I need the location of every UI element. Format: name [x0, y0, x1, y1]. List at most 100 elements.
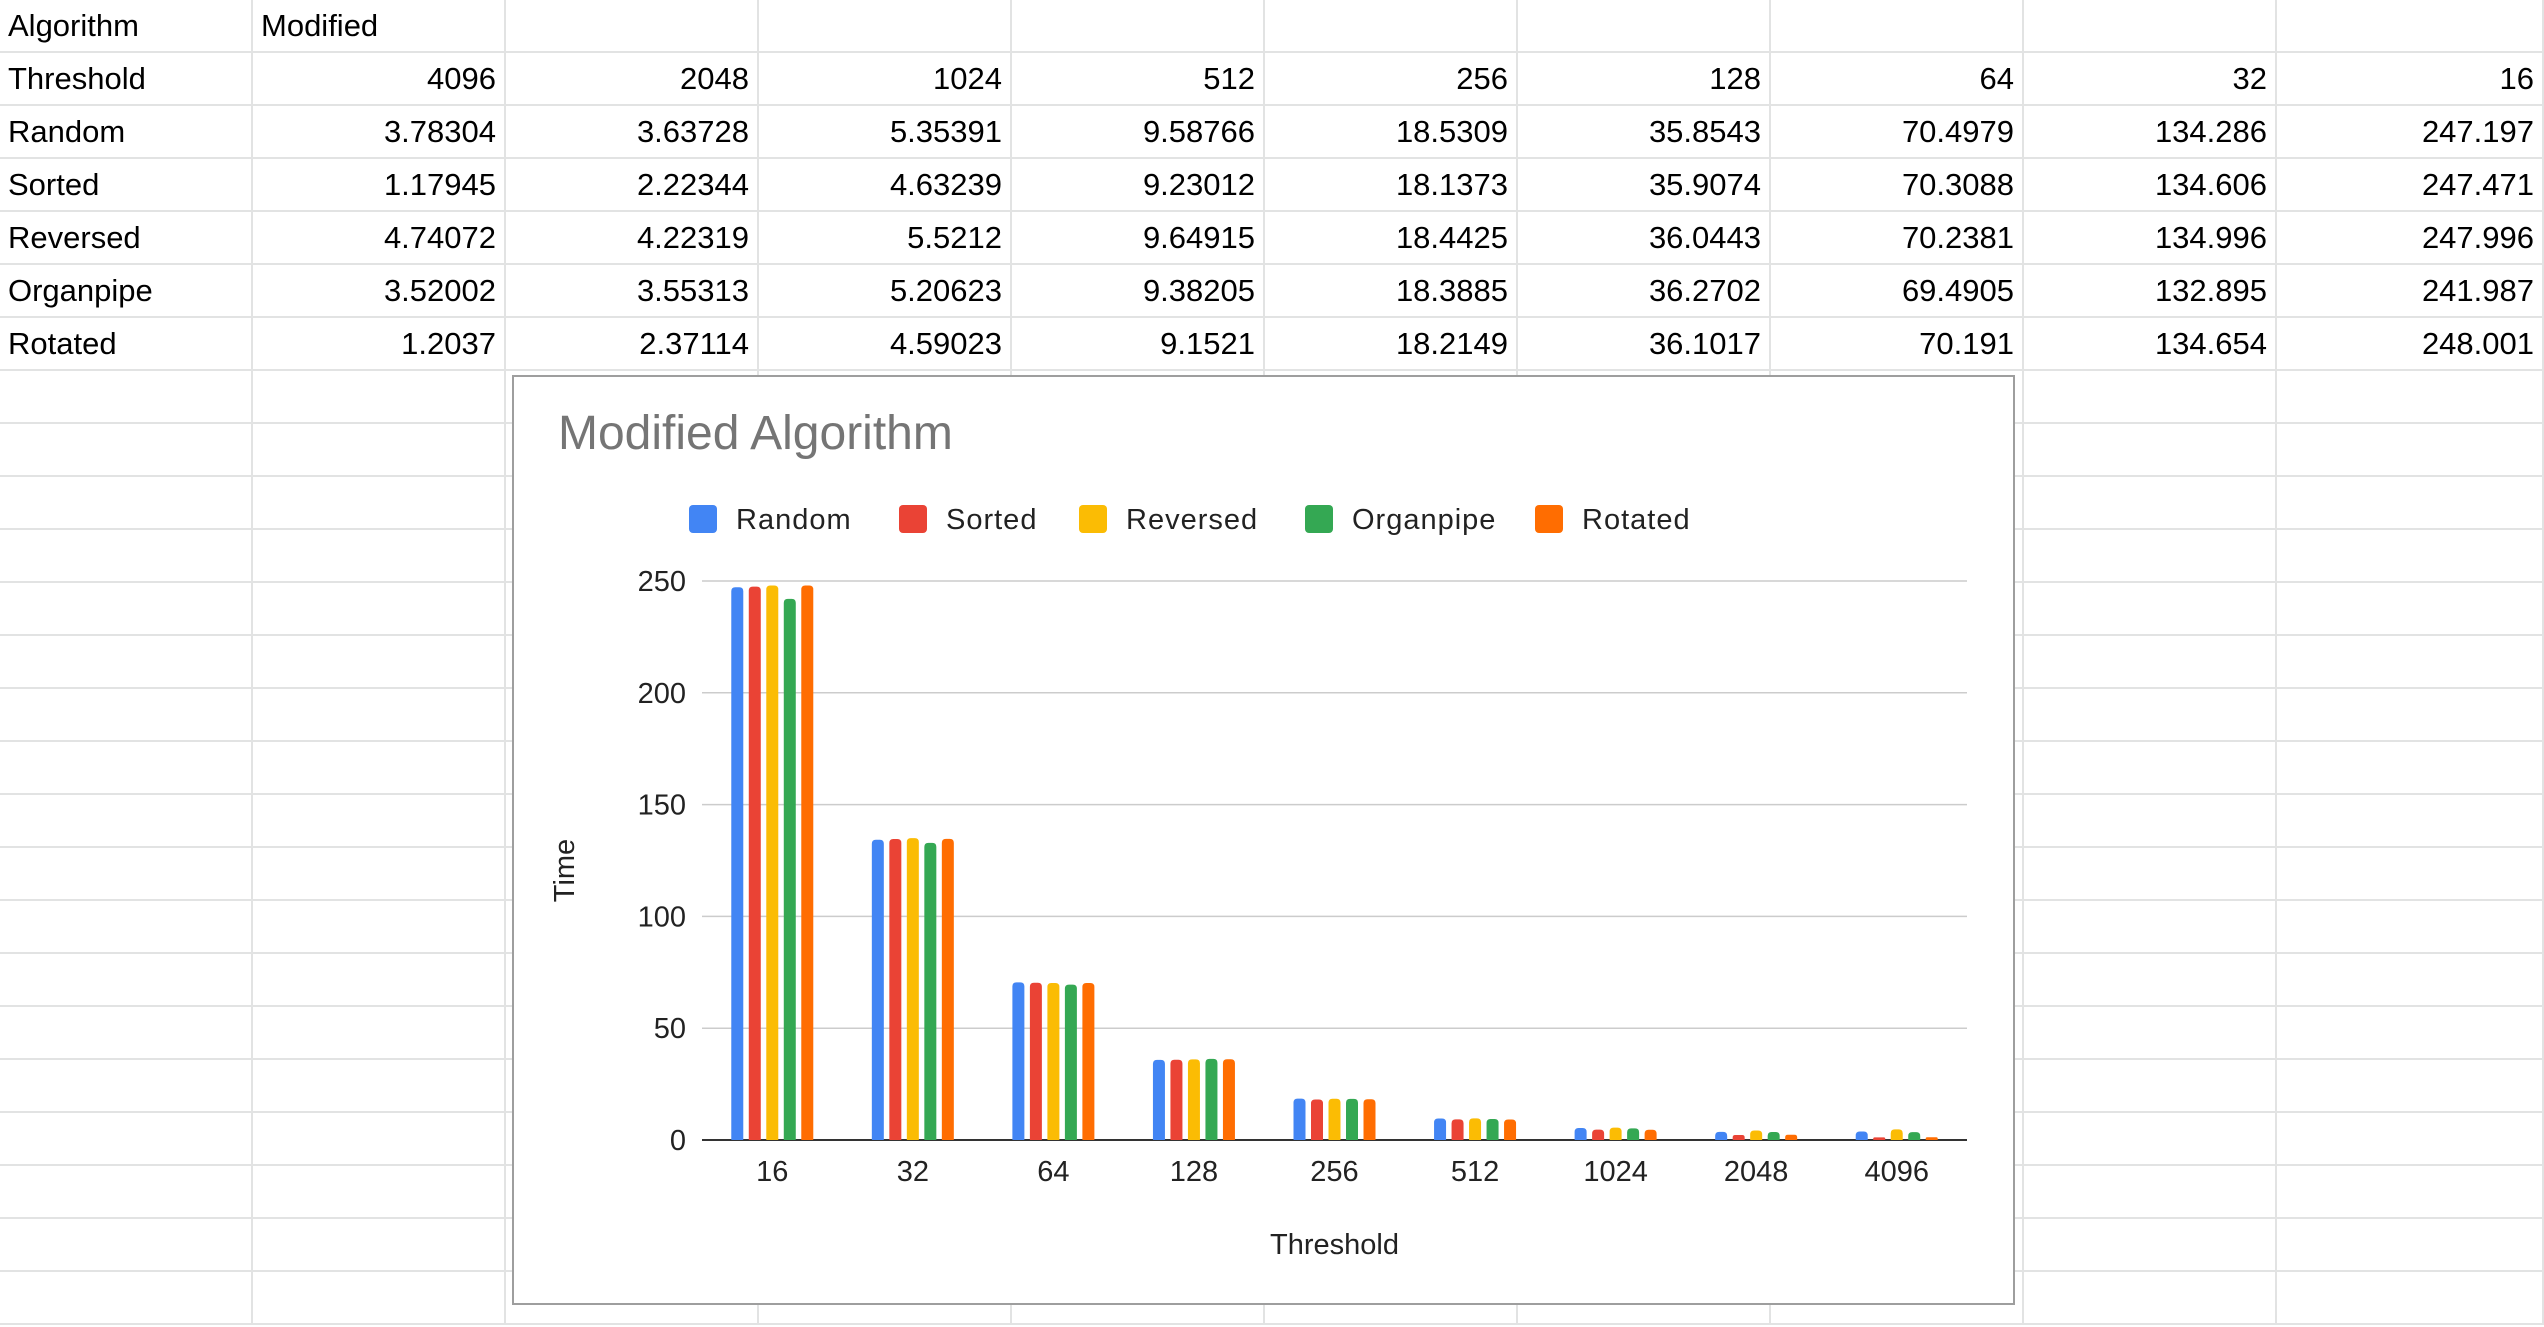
sheet-cell[interactable]: [253, 954, 506, 1007]
value-cell[interactable]: 2.22344: [506, 159, 759, 212]
sheet-cell[interactable]: [253, 1166, 506, 1219]
sheet-cell[interactable]: [2024, 1007, 2277, 1060]
sheet-cell[interactable]: [2024, 583, 2277, 636]
value-cell[interactable]: 35.9074: [1518, 159, 1771, 212]
sheet-cell[interactable]: [2277, 583, 2544, 636]
value-cell[interactable]: 5.20623: [759, 265, 1012, 318]
value-cell[interactable]: 4.63239: [759, 159, 1012, 212]
sheet-cell[interactable]: [0, 1007, 253, 1060]
value-cell[interactable]: 134.286: [2024, 106, 2277, 159]
sheet-cell[interactable]: [2024, 477, 2277, 530]
value-cell[interactable]: 9.1521: [1012, 318, 1265, 371]
sheet-cell[interactable]: [2024, 795, 2277, 848]
value-cell[interactable]: 247.471: [2277, 159, 2544, 212]
sheet-cell[interactable]: [2277, 1007, 2544, 1060]
sheet-cell[interactable]: [2024, 424, 2277, 477]
sheet-cell[interactable]: [253, 742, 506, 795]
sheet-cell[interactable]: [1012, 0, 1265, 53]
sheet-cell[interactable]: [1265, 0, 1518, 53]
row-label-cell[interactable]: Organpipe: [0, 265, 253, 318]
value-cell[interactable]: 4.59023: [759, 318, 1012, 371]
sheet-cell[interactable]: [2024, 901, 2277, 954]
sheet-cell[interactable]: [253, 901, 506, 954]
value-cell[interactable]: 9.38205: [1012, 265, 1265, 318]
value-cell[interactable]: 9.23012: [1012, 159, 1265, 212]
sheet-cell[interactable]: [0, 742, 253, 795]
sheet-cell[interactable]: [0, 424, 253, 477]
sheet-cell[interactable]: [2024, 371, 2277, 424]
value-cell[interactable]: 247.197: [2277, 106, 2544, 159]
value-cell[interactable]: 5.35391: [759, 106, 1012, 159]
value-cell[interactable]: 16: [2277, 53, 2544, 106]
sheet-cell[interactable]: [2277, 1113, 2544, 1166]
value-cell[interactable]: 18.4425: [1265, 212, 1518, 265]
sheet-cell[interactable]: [253, 424, 506, 477]
sheet-cell[interactable]: [253, 1007, 506, 1060]
sheet-cell[interactable]: [2277, 1166, 2544, 1219]
value-cell[interactable]: 134.654: [2024, 318, 2277, 371]
value-cell[interactable]: 134.606: [2024, 159, 2277, 212]
sheet-cell[interactable]: [253, 583, 506, 636]
value-cell[interactable]: 1.2037: [253, 318, 506, 371]
value-cell[interactable]: 70.3088: [1771, 159, 2024, 212]
sheet-cell[interactable]: [2024, 954, 2277, 1007]
sheet-cell[interactable]: [1518, 0, 1771, 53]
sheet-cell[interactable]: [253, 689, 506, 742]
sheet-cell[interactable]: [0, 1219, 253, 1272]
value-cell[interactable]: 18.1373: [1265, 159, 1518, 212]
sheet-cell[interactable]: [2024, 0, 2277, 53]
sheet-cell[interactable]: [2277, 1219, 2544, 1272]
value-cell[interactable]: 1024: [759, 53, 1012, 106]
chart-container[interactable]: Modified Algorithm Random Sorted Reversed Or…: [512, 375, 2015, 1305]
value-cell[interactable]: 256: [1265, 53, 1518, 106]
sheet-cell[interactable]: [253, 1272, 506, 1325]
sheet-cell[interactable]: [2024, 848, 2277, 901]
sheet-cell[interactable]: [2277, 742, 2544, 795]
sheet-cell[interactable]: [0, 795, 253, 848]
value-cell[interactable]: 18.5309: [1265, 106, 1518, 159]
sheet-cell[interactable]: [253, 1060, 506, 1113]
sheet-cell[interactable]: [506, 0, 759, 53]
sheet-cell[interactable]: [2024, 1113, 2277, 1166]
value-cell[interactable]: 134.996: [2024, 212, 2277, 265]
sheet-cell[interactable]: [2277, 424, 2544, 477]
sheet-cell[interactable]: [2024, 1166, 2277, 1219]
value-cell[interactable]: 70.4979: [1771, 106, 2024, 159]
sheet-cell[interactable]: [1771, 1272, 2024, 1325]
value-cell[interactable]: 512: [1012, 53, 1265, 106]
value-cell[interactable]: 18.2149: [1265, 318, 1518, 371]
sheet-cell[interactable]: [0, 636, 253, 689]
sheet-cell[interactable]: [0, 1113, 253, 1166]
value-cell[interactable]: 36.1017: [1518, 318, 1771, 371]
sheet-cell[interactable]: [2277, 1272, 2544, 1325]
sheet-cell[interactable]: [0, 954, 253, 1007]
value-cell[interactable]: 70.191: [1771, 318, 2024, 371]
sheet-cell[interactable]: [0, 848, 253, 901]
sheet-cell[interactable]: [0, 1166, 253, 1219]
value-cell[interactable]: 3.63728: [506, 106, 759, 159]
value-cell[interactable]: 36.0443: [1518, 212, 1771, 265]
sheet-cell[interactable]: [2024, 636, 2277, 689]
row-label-cell[interactable]: Sorted: [0, 159, 253, 212]
value-cell[interactable]: 3.78304: [253, 106, 506, 159]
sheet-cell[interactable]: [0, 477, 253, 530]
sheet-cell[interactable]: [253, 795, 506, 848]
sheet-cell[interactable]: [2277, 530, 2544, 583]
row-label-cell[interactable]: Random: [0, 106, 253, 159]
value-cell[interactable]: 18.3885: [1265, 265, 1518, 318]
header-cell[interactable]: Modified: [253, 0, 506, 53]
sheet-cell[interactable]: [759, 0, 1012, 53]
sheet-cell[interactable]: [253, 1113, 506, 1166]
sheet-cell[interactable]: [2024, 742, 2277, 795]
sheet-cell[interactable]: [0, 1272, 253, 1325]
sheet-cell[interactable]: [2277, 477, 2544, 530]
value-cell[interactable]: 3.52002: [253, 265, 506, 318]
sheet-cell[interactable]: [2277, 689, 2544, 742]
row-label-cell[interactable]: Rotated: [0, 318, 253, 371]
sheet-cell[interactable]: [253, 530, 506, 583]
sheet-cell[interactable]: [253, 371, 506, 424]
header-cell[interactable]: Algorithm: [0, 0, 253, 53]
value-cell[interactable]: 241.987: [2277, 265, 2544, 318]
sheet-cell[interactable]: [2277, 1060, 2544, 1113]
sheet-cell[interactable]: [0, 1060, 253, 1113]
